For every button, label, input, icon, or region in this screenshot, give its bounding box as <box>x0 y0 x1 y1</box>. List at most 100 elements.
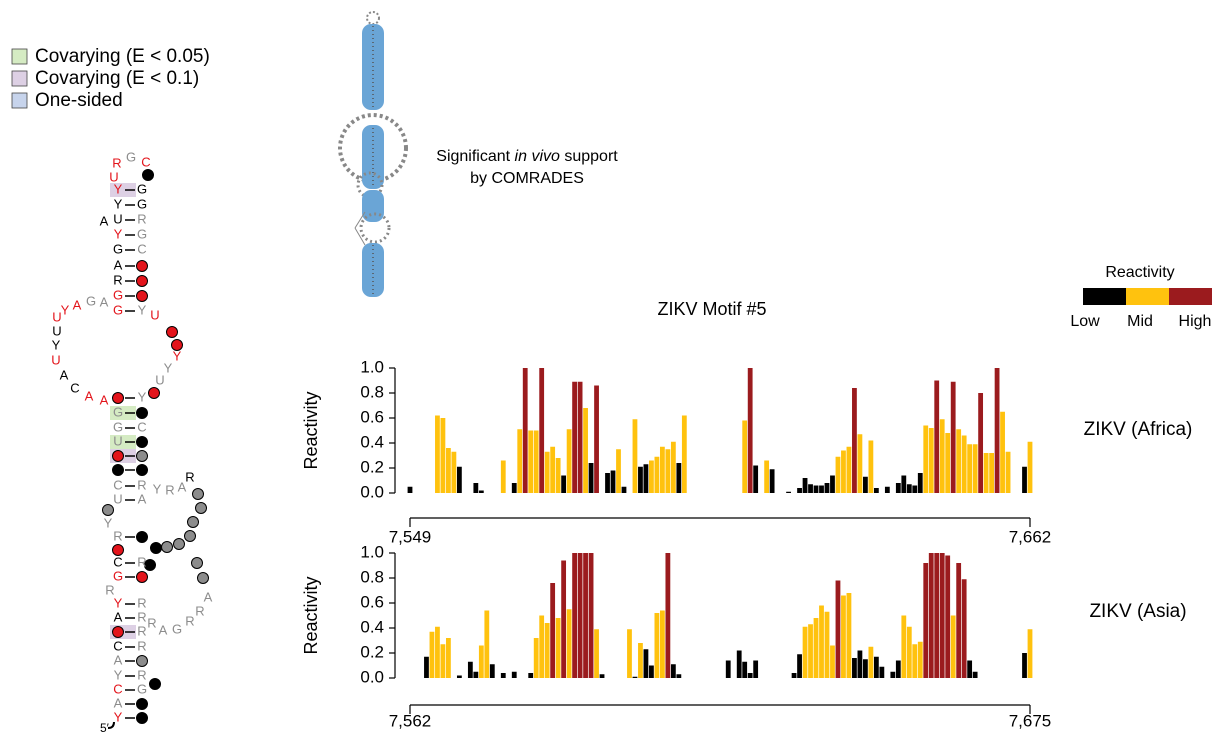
nucleotide: U <box>113 433 122 448</box>
bar <box>577 381 583 493</box>
bar <box>841 595 846 678</box>
nucleotide: Y <box>52 337 61 352</box>
bar <box>830 645 835 678</box>
nucleotide-dot <box>195 502 207 514</box>
bar <box>950 381 956 493</box>
bar <box>994 368 1000 493</box>
legend-label: Covarying (E < 0.1) <box>35 68 199 89</box>
nucleotide-dot <box>184 530 196 542</box>
nucleotide: R <box>137 609 146 624</box>
nucleotide: C <box>137 241 146 256</box>
bar <box>429 631 435 678</box>
bar <box>868 440 874 493</box>
nucleotide-dot <box>171 339 183 351</box>
bar <box>928 428 934 493</box>
bar <box>435 626 440 678</box>
bar <box>632 419 638 493</box>
bar <box>1022 466 1027 493</box>
bar <box>753 465 759 493</box>
bar <box>627 629 632 678</box>
nucleotide: A <box>204 589 213 604</box>
nucleotide: G <box>137 681 147 696</box>
colorbar-segment <box>1083 288 1126 305</box>
bar <box>435 415 440 493</box>
nucleotide: R <box>185 613 194 628</box>
bar <box>873 656 879 678</box>
nucleotide: U <box>52 309 61 324</box>
nucleotide-dot <box>191 557 203 569</box>
bar <box>489 664 495 678</box>
bar <box>550 583 556 678</box>
bar <box>621 486 627 493</box>
y-tick-label: 0.4 <box>360 617 384 636</box>
bar <box>742 420 748 493</box>
nucleotide: C <box>113 681 122 696</box>
bar <box>407 486 413 493</box>
nucleotide: G <box>113 241 123 256</box>
nucleotide: R <box>112 155 121 170</box>
nucleotide: R <box>137 638 146 653</box>
annotation-part: support <box>560 148 618 165</box>
nucleotide: A <box>178 479 187 494</box>
colorbar-segment <box>1169 288 1212 305</box>
nucleotide: U <box>113 211 122 226</box>
bar <box>736 650 742 678</box>
bar <box>610 470 616 493</box>
bar <box>446 638 451 678</box>
bar <box>555 618 561 678</box>
nucleotide: G <box>137 226 147 241</box>
bar <box>473 671 479 678</box>
nucleotide: R <box>147 615 156 630</box>
y-tick-label: 0.0 <box>360 667 384 686</box>
bar <box>797 488 802 493</box>
nucleotide: R <box>185 469 194 484</box>
bar <box>555 458 561 493</box>
bar <box>967 444 973 493</box>
annotation-part: in vivo <box>515 148 560 165</box>
bar <box>561 475 567 493</box>
nucleotide-dot <box>136 655 148 667</box>
bar <box>972 671 978 678</box>
nucleotide-dot <box>166 326 178 338</box>
bar <box>895 483 901 493</box>
bar <box>857 434 863 493</box>
bar <box>972 444 978 493</box>
annotation: by COMRADES <box>470 170 584 187</box>
bar <box>649 665 654 678</box>
bar <box>862 659 868 678</box>
pair-highlight <box>110 435 136 449</box>
nucleotide: A <box>138 491 147 506</box>
nucleotide: G <box>113 568 123 583</box>
nucleotide: G <box>113 302 123 317</box>
bar <box>665 553 671 678</box>
bar <box>577 553 583 678</box>
colorbar-title: Reactivity <box>1105 264 1174 281</box>
nucleotide: Y <box>114 196 123 211</box>
nucleotide: R <box>137 554 146 569</box>
x-tick-label: 7,549 <box>389 527 432 546</box>
annotation-part: Significant <box>436 148 514 165</box>
nucleotide: R <box>137 595 146 610</box>
bar <box>451 451 457 493</box>
bar <box>884 486 890 493</box>
x-tick-label: 7,675 <box>1009 711 1052 730</box>
nucleotide-dot <box>149 678 161 690</box>
y-tick-label: 0.2 <box>360 642 384 661</box>
nucleotide: U <box>113 491 122 506</box>
bar <box>566 609 572 678</box>
nucleotide: Y <box>114 181 123 196</box>
bar <box>478 490 484 493</box>
nucleotide: R <box>105 582 114 597</box>
nucleotide-dot <box>161 541 173 553</box>
bar <box>605 473 610 493</box>
bar <box>572 381 578 493</box>
nucleotide: U <box>51 352 60 367</box>
bar <box>813 485 819 493</box>
nucleotide-dot <box>187 516 199 528</box>
bar <box>594 629 599 678</box>
colorbar-label: Low <box>1070 313 1100 330</box>
legend-label: Covarying (E < 0.05) <box>35 46 210 67</box>
bar <box>1022 653 1027 678</box>
bar <box>901 475 907 493</box>
nucleotide-dot <box>144 559 156 571</box>
